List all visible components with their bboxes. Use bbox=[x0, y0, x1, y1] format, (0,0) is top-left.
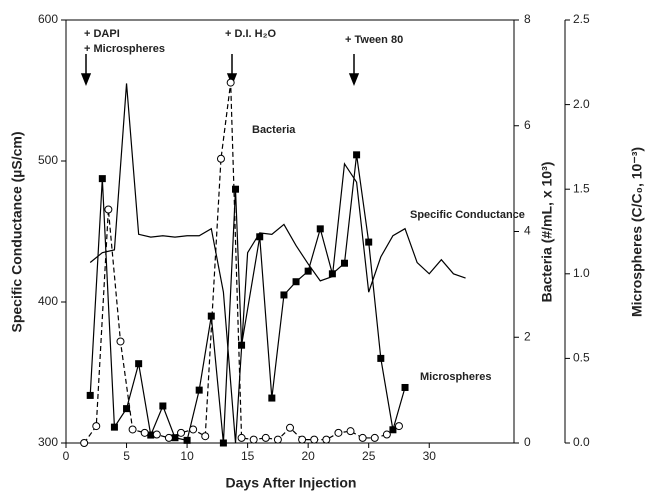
marker bbox=[135, 360, 143, 368]
marker bbox=[353, 151, 361, 159]
marker bbox=[140, 428, 149, 437]
marker bbox=[201, 432, 210, 441]
marker bbox=[256, 233, 264, 241]
y-tick-label: 300 bbox=[38, 435, 58, 449]
marker bbox=[298, 435, 307, 444]
marker bbox=[86, 391, 94, 399]
y3-axis-label: Microspheres (C/C₀, 10⁻³) bbox=[629, 147, 645, 317]
marker bbox=[346, 427, 355, 436]
series-label: Bacteria bbox=[252, 124, 296, 136]
y2-tick-label: 6 bbox=[524, 118, 531, 132]
y3-tick-label: 2.0 bbox=[573, 97, 590, 111]
marker bbox=[249, 435, 258, 444]
marker bbox=[238, 341, 246, 349]
marker bbox=[286, 423, 294, 432]
y-tick-label: 400 bbox=[38, 294, 58, 308]
marker bbox=[171, 434, 179, 442]
series-line bbox=[83, 82, 400, 444]
annotation: + D.I. H₂O bbox=[225, 28, 276, 40]
y-axis-label: Specific Conductance (µS/cm) bbox=[9, 132, 25, 333]
marker bbox=[292, 278, 300, 286]
arrows bbox=[80, 54, 360, 87]
x-tick-label: 30 bbox=[423, 449, 437, 463]
y2-tick-label: 4 bbox=[524, 224, 531, 238]
y3-tick-label: 1.5 bbox=[573, 181, 590, 195]
x-tick-label: 0 bbox=[63, 449, 70, 463]
marker bbox=[232, 185, 240, 193]
marker bbox=[207, 312, 215, 320]
marker bbox=[216, 154, 225, 163]
marker bbox=[382, 430, 391, 439]
series-label: Specific Conductance bbox=[410, 209, 525, 221]
x-tick-label: 5 bbox=[123, 449, 130, 463]
y3-tick-label: 2.5 bbox=[573, 12, 590, 26]
marker bbox=[219, 439, 227, 447]
marker bbox=[389, 426, 397, 434]
marker bbox=[377, 354, 385, 362]
y3-tick-label: 0.5 bbox=[573, 351, 590, 365]
y3-tick-label: 0.0 bbox=[573, 435, 590, 449]
marker bbox=[195, 386, 203, 394]
series-label: Microspheres bbox=[420, 371, 492, 383]
x-tick-label: 20 bbox=[301, 449, 315, 463]
y3-tick-label: 1.0 bbox=[573, 266, 590, 280]
y2-axis-label: Bacteria (#/mL, x 10³) bbox=[539, 162, 555, 303]
marker bbox=[365, 238, 373, 246]
marker bbox=[147, 431, 155, 439]
marker bbox=[273, 435, 282, 444]
marker bbox=[328, 270, 336, 278]
marker bbox=[80, 439, 89, 447]
marker bbox=[316, 225, 324, 233]
x-tick-label: 10 bbox=[180, 449, 194, 463]
y2-tick-label: 0 bbox=[524, 435, 531, 449]
marker bbox=[159, 402, 167, 410]
marker bbox=[92, 422, 101, 431]
marker bbox=[177, 428, 186, 437]
marker bbox=[98, 175, 106, 183]
marker bbox=[394, 422, 403, 431]
y2-tick-label: 8 bbox=[524, 12, 531, 26]
annotation: + Microspheres bbox=[84, 43, 165, 55]
marker bbox=[304, 267, 312, 275]
marker bbox=[128, 425, 137, 434]
marker bbox=[110, 423, 118, 431]
marker bbox=[152, 430, 161, 439]
marker bbox=[226, 78, 235, 87]
marker bbox=[322, 435, 331, 444]
marker bbox=[104, 205, 113, 214]
marker bbox=[334, 428, 343, 437]
marker bbox=[340, 259, 348, 267]
annotation: + DAPI bbox=[84, 28, 120, 40]
y2-tick-label: 2 bbox=[524, 329, 531, 343]
y-tick-label: 500 bbox=[38, 153, 58, 167]
x-tick-label: 15 bbox=[241, 449, 255, 463]
marker bbox=[116, 337, 125, 346]
marker bbox=[370, 433, 379, 442]
marker bbox=[261, 433, 270, 442]
marker bbox=[189, 425, 198, 434]
marker bbox=[310, 435, 319, 444]
marker bbox=[123, 405, 131, 413]
marker bbox=[183, 436, 191, 444]
marker bbox=[280, 291, 288, 299]
marker bbox=[237, 433, 246, 442]
annotation: + Tween 80 bbox=[345, 34, 403, 46]
marker bbox=[358, 433, 367, 442]
x-tick-label: 25 bbox=[362, 449, 376, 463]
marker bbox=[164, 433, 173, 442]
series-line bbox=[89, 83, 466, 444]
x-axis-label: Days After Injection bbox=[226, 475, 357, 491]
y-tick-label: 600 bbox=[38, 12, 58, 26]
marker bbox=[401, 383, 409, 391]
marker bbox=[268, 394, 276, 402]
